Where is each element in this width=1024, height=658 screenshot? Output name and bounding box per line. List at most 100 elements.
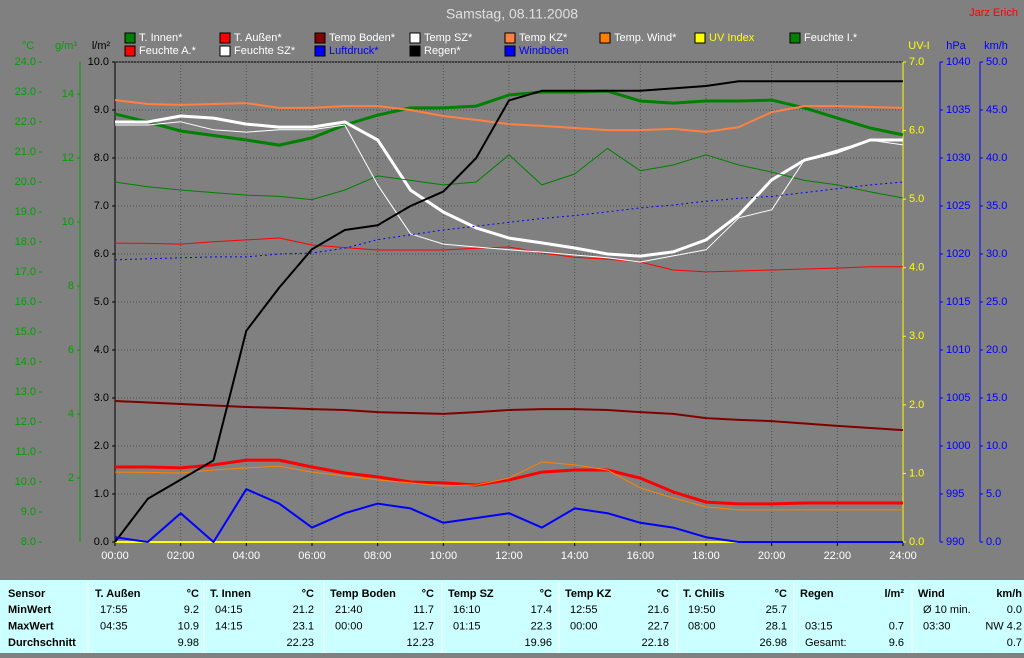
y-tick-label: 9.0 [21, 506, 36, 518]
y-tick-label: 12.0 [15, 416, 36, 428]
y-tick-label: 1030 [946, 152, 970, 164]
cell-time: 17:55 [100, 604, 128, 616]
legend-swatch [789, 32, 801, 44]
cell-time: 08:00 [688, 620, 716, 632]
y-tick-label: 9.0 [94, 104, 109, 116]
y-tick-label: 2 [68, 472, 74, 484]
y-tick-label: 1010 [946, 344, 970, 356]
cell-time: 04:35 [100, 620, 128, 632]
legend-label: T. Innen* [139, 32, 183, 44]
y-tick-label: 16.0 [15, 296, 36, 308]
y-tick-label: 5.0 [986, 488, 1001, 500]
y-tick-label: 23.0 [15, 86, 36, 98]
y-tick-label: 6.0 [94, 248, 109, 260]
chart-title: Samstag, 08.11.2008 [446, 6, 578, 22]
y-tick-label: 24.0 [15, 56, 36, 68]
y-tick-label: 1.0 [94, 488, 109, 500]
author: Jarz Erich [969, 7, 1018, 19]
x-tick-label: 24:00 [889, 550, 917, 562]
cell-value: 0.7 [1007, 637, 1022, 649]
y-axis-label: l/m² [92, 40, 111, 52]
y-tick-label: 1000 [946, 440, 970, 452]
y-tick-label: 20.0 [986, 344, 1007, 356]
series-line [114, 488, 903, 543]
table-header: Wind [918, 588, 945, 600]
y-tick-label: 1020 [946, 248, 970, 260]
row-label: Durchschnitt [8, 637, 76, 649]
series-line [115, 114, 903, 258]
y-tick-label: 20.0 [15, 176, 36, 188]
y-tick-label: 7.0 [94, 200, 109, 212]
y-tick-label: 6.0 [909, 124, 924, 136]
legend-swatch [599, 32, 611, 44]
legend-label: T. Außen* [234, 32, 282, 44]
y-tick-label: 1025 [946, 200, 970, 212]
table-unit: l/m² [884, 588, 904, 600]
cell-value: NW 4.2 [985, 620, 1022, 632]
legend-swatch [314, 32, 326, 44]
table-unit: °C [540, 588, 552, 600]
y-tick-label: 10 [62, 216, 74, 228]
cell-value: 12.23 [406, 637, 434, 649]
y-tick-label: 40.0 [986, 152, 1007, 164]
series-line [115, 458, 903, 506]
y-axis-label: UV-I [908, 40, 929, 52]
y-tick-label: 15.0 [986, 392, 1007, 404]
cell-time: 00:00 [570, 620, 598, 632]
y-tick-label: 8.0 [21, 536, 36, 548]
cell-time: 19:50 [688, 604, 716, 616]
cell-time: 04:15 [215, 604, 243, 616]
y-tick-label: 3.0 [909, 330, 924, 342]
y-tick-label: 0.0 [986, 536, 1001, 548]
cell-time: 03:15 [805, 620, 833, 632]
y-tick-label: 0.0 [909, 536, 924, 548]
legend-label: Temp Boden* [329, 32, 396, 44]
table-header: Temp SZ [448, 588, 494, 600]
cell-value: 0.0 [1007, 604, 1022, 616]
cell-value: 9.2 [184, 604, 199, 616]
series-line [115, 121, 904, 263]
x-tick-label: 06:00 [298, 550, 326, 562]
y-tick-label: 4 [68, 408, 74, 420]
legend-swatch [314, 45, 326, 57]
cell-value: 9.98 [178, 637, 199, 649]
cell-time: 14:15 [215, 620, 243, 632]
legend-swatch [409, 45, 421, 57]
cell-value: 22.18 [641, 637, 669, 649]
table-header: Temp KZ [565, 588, 612, 600]
x-tick-label: 18:00 [692, 550, 720, 562]
cell-value: 9.6 [889, 637, 904, 649]
y-tick-label: 0.0 [94, 536, 109, 548]
cell-value: 12.7 [413, 620, 434, 632]
x-tick-label: 14:00 [561, 550, 589, 562]
cell-time: 21:40 [335, 604, 363, 616]
x-tick-label: 16:00 [627, 550, 655, 562]
legend-label: UV Index [709, 32, 755, 44]
cell-value: 17.4 [531, 604, 552, 616]
legend-label: Feuchte SZ* [234, 45, 296, 57]
legend-label: Temp SZ* [424, 32, 473, 44]
cell-time: 12:55 [570, 604, 598, 616]
y-tick-label: 990 [946, 536, 964, 548]
y-tick-label: 22.0 [15, 116, 36, 128]
table-header: Sensor [8, 588, 46, 600]
legend-swatch [219, 32, 231, 44]
y-tick-label: 4.0 [909, 262, 924, 274]
y-tick-label: 18.0 [15, 236, 36, 248]
y-tick-label: 5.0 [909, 193, 924, 205]
x-tick-label: 20:00 [758, 550, 786, 562]
series-line [114, 89, 904, 147]
y-tick-label: 17.0 [15, 266, 36, 278]
table-unit: km/h [996, 588, 1022, 600]
y-tick-label: 1015 [946, 296, 970, 308]
legend-swatch [219, 45, 231, 57]
y-tick-label: 30.0 [986, 248, 1007, 260]
cell-value: 22.23 [286, 637, 314, 649]
legend-label: Regen* [424, 45, 461, 57]
y-tick-label: 995 [946, 488, 964, 500]
series-line [114, 181, 904, 261]
y-tick-label: 14 [62, 88, 74, 100]
y-tick-label: 11.0 [15, 446, 36, 458]
legend-swatch [504, 45, 516, 57]
